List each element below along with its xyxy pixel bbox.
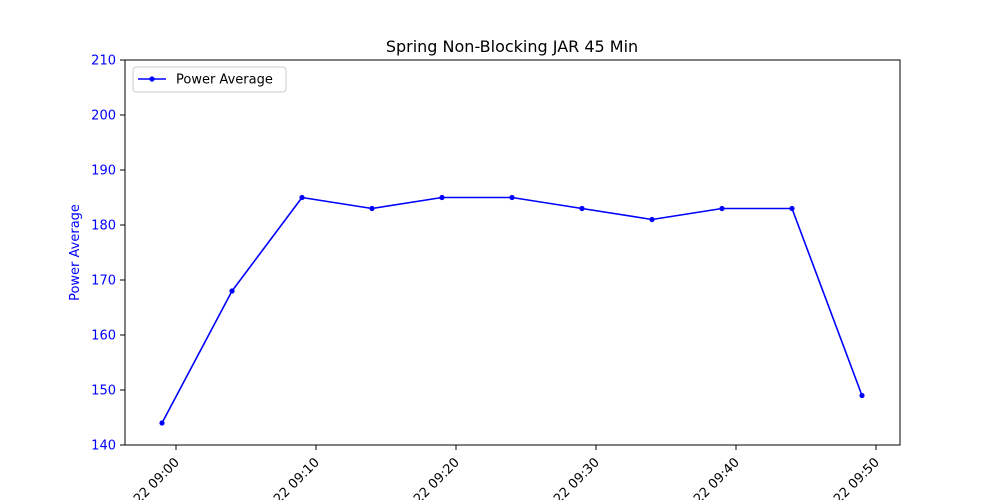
plot-area-frame	[124, 59, 901, 446]
series-lines	[159, 194, 865, 426]
data-point	[649, 216, 655, 223]
data-point	[159, 420, 165, 426]
chart-title: Spring Non-Blocking JAR 45 Min	[386, 37, 638, 56]
data-point	[299, 194, 305, 201]
y-tick-label: 160	[91, 329, 116, 344]
y-tick-label: 140	[91, 439, 116, 454]
data-point	[369, 205, 375, 212]
legend: Power Average	[132, 66, 287, 93]
legend-box	[132, 66, 287, 93]
data-point	[439, 194, 445, 201]
y-tick-label: 210	[91, 54, 116, 69]
y-axis-label: Power Average	[68, 204, 83, 301]
data-point	[579, 205, 585, 212]
y-tick-label: 170	[91, 274, 116, 289]
legend-marker-swatch	[149, 76, 155, 82]
y-tick-label: 200	[91, 109, 116, 124]
data-point	[789, 205, 795, 212]
y-axis-ticks: 140 150 160 170 180 190 200 210	[91, 54, 125, 454]
y-tick-label: 190	[91, 164, 116, 179]
data-point	[719, 205, 725, 212]
y-tick-label: 150	[91, 384, 116, 399]
data-point	[229, 288, 235, 294]
data-point	[509, 194, 515, 201]
data-point	[859, 392, 865, 399]
legend-label: Power Average	[176, 73, 273, 88]
y-tick-label: 180	[91, 219, 116, 234]
